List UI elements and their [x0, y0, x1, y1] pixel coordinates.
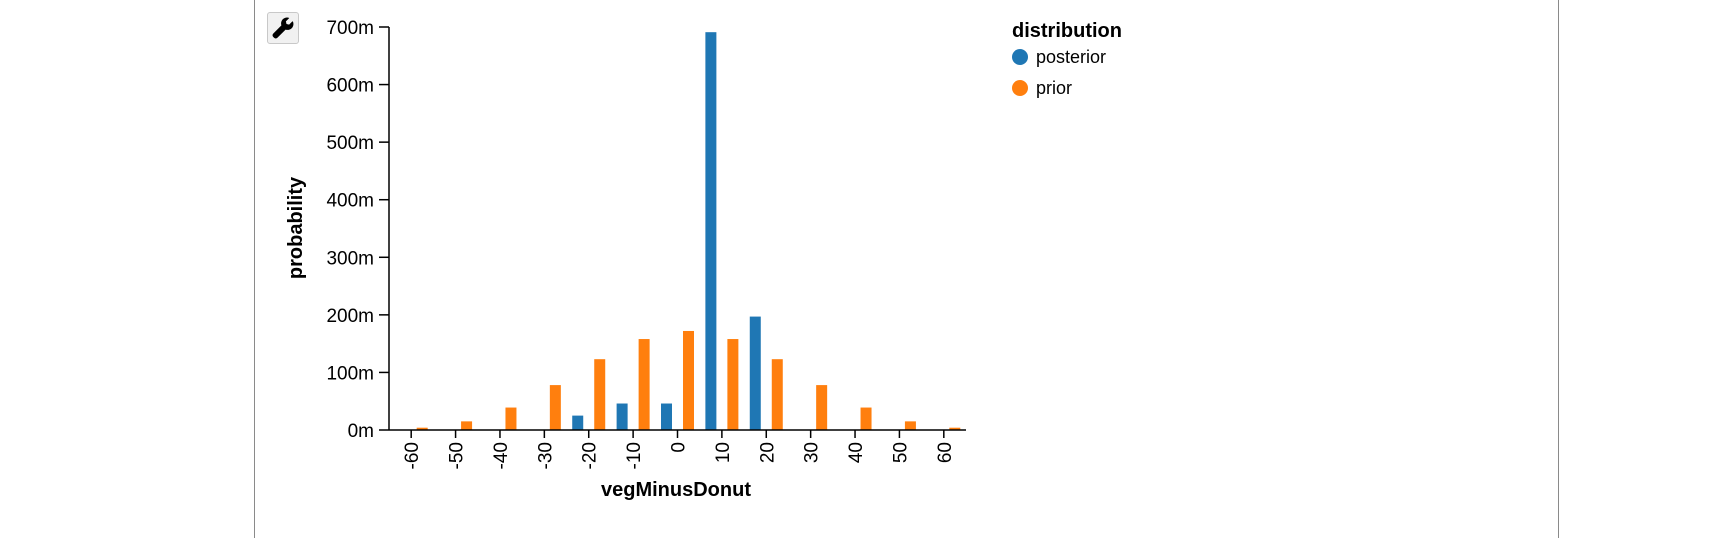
x-tick-label: -40 — [491, 442, 512, 469]
bar-posterior-20 — [749, 316, 761, 430]
bar-prior-0 — [683, 330, 694, 430]
y-tick-label: 200m — [326, 306, 374, 327]
legend-label-posterior: posterior — [1036, 47, 1106, 67]
y-tick-label: 300m — [326, 248, 374, 269]
bar-prior-40 — [860, 407, 872, 430]
legend-title: distribution — [1012, 20, 1122, 42]
bar-prior-60 — [949, 427, 961, 430]
x-tick-label: -10 — [624, 442, 645, 469]
x-tick-label: 20 — [757, 442, 778, 463]
bar-prior--50 — [461, 421, 473, 430]
tool-button[interactable] — [267, 12, 299, 44]
bar-prior--40 — [505, 407, 517, 430]
x-tick-label: 60 — [935, 442, 956, 463]
x-tick-label: 10 — [713, 442, 734, 463]
bar-posterior--20 — [572, 415, 584, 430]
bar-prior-30 — [816, 385, 828, 430]
y-axis-title: probability — [285, 176, 307, 279]
x-axis-title: vegMinusDonut — [601, 479, 751, 501]
x-tick-label: 40 — [846, 442, 867, 463]
bar-prior--60 — [416, 427, 428, 430]
x-tick-label: -60 — [402, 442, 423, 469]
legend-swatch-posterior — [1012, 49, 1028, 65]
x-tick-label: -20 — [580, 442, 601, 469]
bar-posterior-0 — [661, 403, 672, 430]
bar-posterior-10 — [705, 32, 717, 430]
y-tick-label: 600m — [326, 76, 374, 97]
bar-prior--10 — [638, 339, 650, 430]
bar-prior-20 — [771, 359, 783, 430]
bars-layer — [416, 32, 961, 430]
x-tick-label: -50 — [447, 442, 468, 469]
legend-label-prior: prior — [1036, 78, 1072, 98]
x-tick-label: 50 — [890, 442, 911, 463]
x-tick-label: 30 — [802, 442, 823, 463]
legend-swatch-prior — [1012, 80, 1028, 96]
x-tick-label: -30 — [535, 442, 556, 469]
bar-chart: 0m 100m 200m 300m 400m 500m 600m 700m -60 -50 -40… — [285, 18, 1122, 501]
chart-frame — [254, 0, 1559, 538]
bar-prior--20 — [594, 359, 606, 430]
bar-prior--30 — [549, 385, 561, 430]
y-tick-label: 400m — [326, 191, 374, 212]
bar-prior-10 — [727, 339, 739, 430]
y-tick-label: 0m — [348, 421, 374, 442]
x-tick-label: 0 — [669, 442, 690, 453]
y-axis: 0m 100m 200m 300m 400m 500m 600m 700m — [326, 18, 390, 442]
legend: distribution posterior prior — [1012, 20, 1122, 98]
y-tick-label: 100m — [326, 363, 374, 384]
wrench-icon — [272, 17, 294, 39]
x-axis: -60 -50 -40 -30 -20 -10 0 10 20 30 40 50 60 — [389, 429, 966, 469]
y-tick-label: 500m — [326, 133, 374, 154]
y-tick-label: 700m — [326, 18, 374, 39]
bar-posterior--10 — [616, 403, 628, 430]
bar-prior-50 — [904, 421, 916, 430]
